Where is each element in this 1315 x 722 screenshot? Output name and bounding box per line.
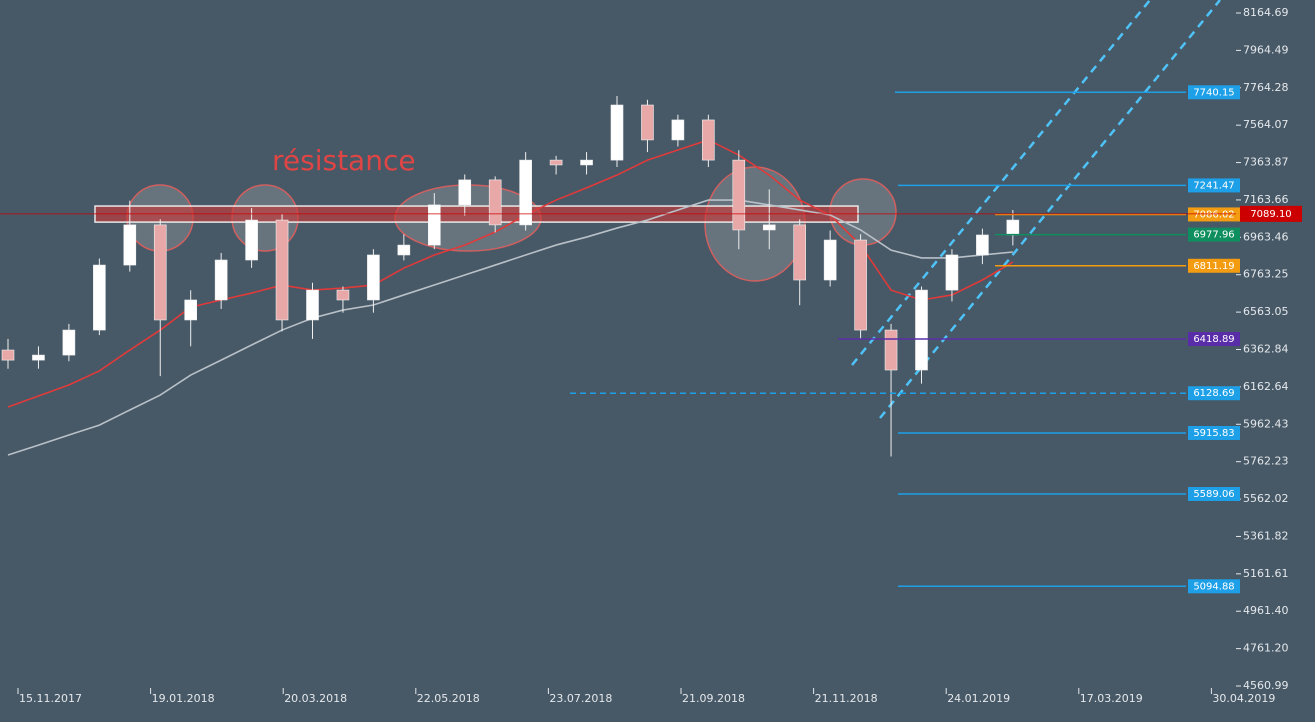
y-tick-label: 6963.46 <box>1243 230 1289 243</box>
x-tick-label: 21.09.2018 <box>682 692 745 705</box>
candle-body <box>458 179 472 206</box>
candle-body <box>62 329 76 356</box>
candle-body <box>306 289 319 321</box>
level-label-bg <box>1188 258 1240 273</box>
candle-body <box>397 244 411 256</box>
x-tick-label: 23.07.2018 <box>549 692 612 705</box>
candle-body <box>915 289 928 371</box>
x-tick-label: 15.11.2017 <box>19 692 82 705</box>
last-price-bg <box>1240 205 1302 222</box>
level-label-bg <box>1188 85 1240 100</box>
candle-body <box>123 224 137 266</box>
candle-body <box>884 329 898 371</box>
candle-body <box>184 299 197 321</box>
candle-body <box>976 234 989 256</box>
candle-body <box>580 159 593 166</box>
x-tick-label: 21.11.2018 <box>815 692 878 705</box>
level-label-bg <box>1188 487 1240 502</box>
y-tick-label: 4961.40 <box>1243 604 1289 617</box>
candle-body <box>336 289 350 301</box>
level-label: 5915.83 <box>1193 428 1234 439</box>
channel-line <box>879 0 1221 419</box>
last-price-label: 7089.10 <box>1250 209 1291 220</box>
level-label: 6128.69 <box>1193 388 1234 399</box>
candle-body <box>671 119 685 141</box>
candle-body <box>732 159 746 231</box>
x-tick-label: 17.03.2019 <box>1080 692 1143 705</box>
x-tick-label: 30.04.2019 <box>1212 692 1275 705</box>
x-tick-label: 22.05.2018 <box>417 692 480 705</box>
level-label-bg <box>1188 227 1240 242</box>
candle-body <box>793 224 807 281</box>
y-tick-label: 7564.07 <box>1243 118 1289 131</box>
candle-body <box>275 219 289 321</box>
y-tick-label: 5161.61 <box>1243 567 1289 580</box>
x-tick-label: 24.01.2019 <box>947 692 1010 705</box>
channel-line <box>851 0 1151 366</box>
level-label: 6977.96 <box>1193 230 1234 241</box>
level-label: 7740.15 <box>1193 87 1234 98</box>
level-label: 7241.47 <box>1193 180 1234 191</box>
level-label-bg <box>1188 386 1240 401</box>
level-label-bg <box>1188 178 1240 193</box>
y-tick-label: 5361.82 <box>1243 529 1289 542</box>
y-tick-label: 7964.49 <box>1243 43 1289 56</box>
level-label: 7086.02 <box>1193 209 1234 220</box>
candle-body <box>945 254 959 291</box>
y-tick-label: 6162.64 <box>1243 380 1289 393</box>
candle-body <box>610 104 624 161</box>
candle-body <box>93 264 106 331</box>
y-tick-label: 6763.25 <box>1243 268 1289 281</box>
level-label: 5094.88 <box>1193 581 1234 592</box>
y-tick-label: 5562.02 <box>1243 492 1289 505</box>
y-tick-label: 4560.99 <box>1243 679 1289 692</box>
y-tick-label: 5762.23 <box>1243 455 1289 468</box>
moving-average <box>7 139 1014 408</box>
moving-average <box>7 199 1013 456</box>
level-label-bg <box>1188 579 1240 594</box>
level-label-bg <box>1188 425 1240 440</box>
candle-body <box>1 349 15 361</box>
candle-body <box>214 259 228 301</box>
y-tick-label: 6563.05 <box>1243 305 1289 318</box>
channel <box>851 0 1221 419</box>
annotation: résistance <box>272 144 416 177</box>
level-label-bg <box>1188 207 1240 222</box>
y-tick-label: 6362.84 <box>1243 342 1289 355</box>
candle-body <box>549 159 563 166</box>
level-label: 6811.19 <box>1193 261 1234 272</box>
candle-body <box>427 204 441 246</box>
y-tick-label: 7764.28 <box>1243 81 1289 94</box>
level-label-bg <box>1188 332 1240 347</box>
y-tick-label: 7163.66 <box>1243 193 1289 206</box>
x-tick-label: 20.03.2018 <box>284 692 347 705</box>
level-label: 5589.06 <box>1193 489 1234 500</box>
x-tick-label: 19.01.2018 <box>152 692 215 705</box>
candle-body <box>702 119 715 161</box>
y-tick-label: 5962.43 <box>1243 417 1289 430</box>
y-tick-label: 4761.20 <box>1243 642 1289 655</box>
candle-body <box>519 159 532 226</box>
candle-body <box>245 219 258 261</box>
y-tick-label: 8164.69 <box>1243 6 1289 19</box>
candle-body <box>32 354 45 361</box>
candle-body <box>153 224 167 321</box>
candle-body <box>641 104 654 141</box>
y-tick-label: 7363.87 <box>1243 156 1289 169</box>
candle-body <box>1006 219 1020 236</box>
level-label: 6418.89 <box>1193 334 1234 345</box>
candle-body <box>367 254 380 301</box>
candle-body <box>854 239 867 331</box>
ellipse <box>704 166 806 282</box>
candle-body <box>823 239 837 281</box>
candle-body <box>488 179 502 226</box>
candle-body <box>762 224 776 231</box>
